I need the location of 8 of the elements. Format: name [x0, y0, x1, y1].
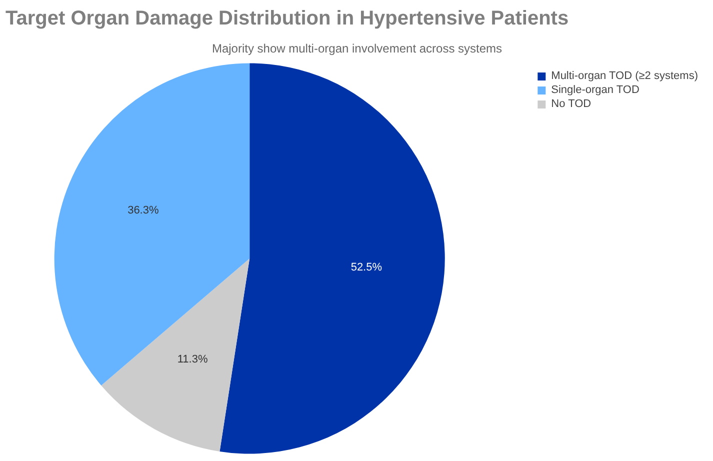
chart-title: Target Organ Damage Distribution in Hypertensive Patients [6, 8, 569, 30]
legend-label: No TOD [551, 98, 592, 110]
legend-label: Multi-organ TOD (≥2 systems) [551, 70, 698, 82]
data-label: 36.3% [128, 204, 159, 216]
chart-subtitle: Majority show multi-organ involvement across systems [212, 42, 502, 56]
data-label: 11.3% [177, 353, 208, 366]
legend-label: Single-organ TOD [551, 84, 640, 96]
data-label: 52.5% [350, 261, 382, 274]
